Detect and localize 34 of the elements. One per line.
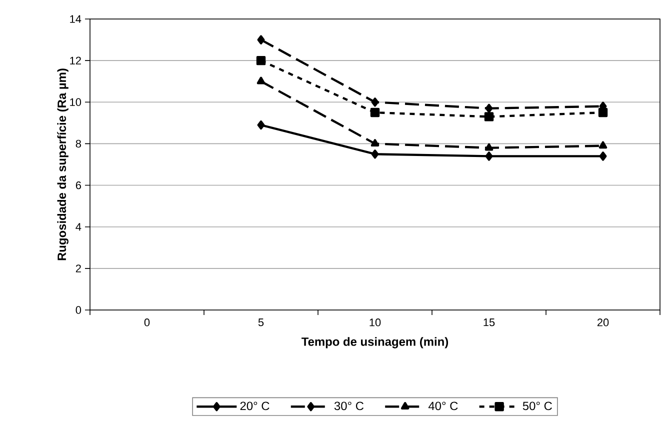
point <box>371 150 379 159</box>
point <box>257 35 265 44</box>
point <box>485 104 493 113</box>
point <box>370 108 380 118</box>
point <box>371 98 379 107</box>
x-tick-label: 10 <box>370 318 381 326</box>
y-axis-title: Rugosidade da superfície (Ra µm) <box>57 68 68 260</box>
x-axis-title: Tempo de usinagem (min) <box>302 337 448 348</box>
y-tick-label: 0 <box>76 306 82 314</box>
x-tick-label: 15 <box>484 318 495 326</box>
y-tick-label: 2 <box>76 264 81 272</box>
point <box>256 56 266 66</box>
legend-label: 30° C <box>334 402 364 410</box>
y-tick-label: 10 <box>70 98 82 106</box>
legend-label: 50° C <box>522 402 552 410</box>
point <box>256 76 266 84</box>
x-tick-label: 0 <box>144 318 150 326</box>
legend-label: 40° C <box>428 402 458 410</box>
y-tick-label: 12 <box>70 56 81 64</box>
y-tick-label: 4 <box>76 223 82 231</box>
point <box>599 152 607 161</box>
y-tick-label: 8 <box>76 140 81 148</box>
legend-label: 20° C <box>240 402 270 410</box>
point <box>257 120 265 130</box>
y-tick-label: 14 <box>70 15 82 23</box>
point <box>484 112 494 122</box>
point <box>484 143 494 151</box>
point <box>370 139 380 147</box>
x-tick-label: 20 <box>597 318 609 326</box>
y-tick-label: 6 <box>76 181 81 190</box>
point <box>485 152 493 161</box>
point <box>598 108 608 118</box>
x-tick-label: 5 <box>258 318 264 326</box>
point <box>598 141 608 149</box>
